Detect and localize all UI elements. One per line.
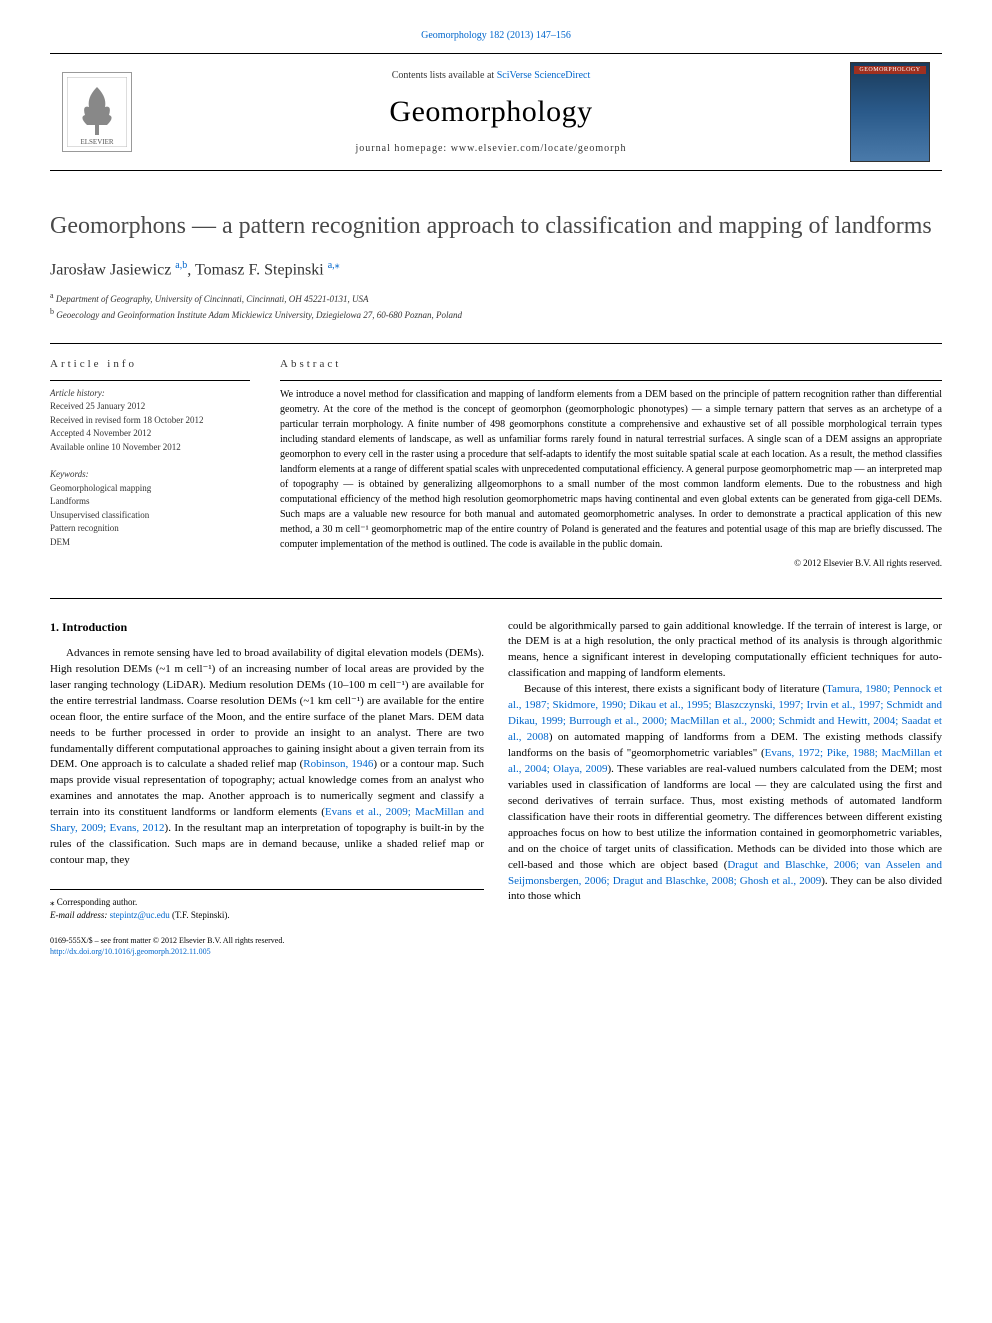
intro-para-1-cont: could be algorithmically parsed to gain … xyxy=(508,619,942,683)
section-heading-intro: 1. Introduction xyxy=(50,619,484,636)
article-info-label: article info xyxy=(50,358,250,370)
author-2-affil-link[interactable]: a, xyxy=(328,260,335,271)
elsevier-logo: ELSEVIER xyxy=(62,72,132,152)
journal-cover-thumbnail: GEOMORPHOLOGY xyxy=(850,62,930,162)
authors-line: Jarosław Jasiewicz a,b, Tomasz F. Stepin… xyxy=(50,260,942,279)
history-label: Article history: xyxy=(50,387,250,401)
corresponding-footer: ⁎ Corresponding author. E-mail address: … xyxy=(50,889,484,958)
history-online: Available online 10 November 2012 xyxy=(50,441,250,455)
article-history-block: Article history: Received 25 January 201… xyxy=(50,380,250,455)
affiliations: a Department of Geography, University of… xyxy=(50,290,942,323)
keyword-5: DEM xyxy=(50,536,250,550)
keywords-block: Keywords: Geomorphological mapping Landf… xyxy=(50,468,250,549)
intro-para-1: Advances in remote sensing have led to b… xyxy=(50,646,484,869)
citation-header: Geomorphology 182 (2013) 147–156 xyxy=(50,30,942,41)
corr-author-label: ⁎ Corresponding author. xyxy=(50,896,484,909)
info-abstract-row: article info Article history: Received 2… xyxy=(50,358,942,568)
affil-sup-a: a xyxy=(50,291,54,300)
contents-line: Contents lists available at SciVerse Sci… xyxy=(148,70,834,81)
footer-meta: 0169-555X/$ – see front matter © 2012 El… xyxy=(50,935,484,957)
corr-email-link[interactable]: stepintz@uc.edu xyxy=(110,910,170,920)
banner-center: Contents lists available at SciVerse Sci… xyxy=(148,70,834,154)
history-accepted: Accepted 4 November 2012 xyxy=(50,427,250,441)
body-col-right: could be algorithmically parsed to gain … xyxy=(508,619,942,958)
history-received: Received 25 January 2012 xyxy=(50,400,250,414)
body-col-left: 1. Introduction Advances in remote sensi… xyxy=(50,619,484,958)
body-columns: 1. Introduction Advances in remote sensi… xyxy=(50,598,942,958)
abstract-copyright: © 2012 Elsevier B.V. All rights reserved… xyxy=(280,558,942,568)
elsevier-tree-icon: ELSEVIER xyxy=(67,77,127,147)
keyword-4: Pattern recognition xyxy=(50,522,250,536)
journal-banner: ELSEVIER Contents lists available at Sci… xyxy=(50,53,942,171)
author-sep: , xyxy=(187,262,195,279)
affil-sup-b: b xyxy=(50,307,54,316)
ref-robinson[interactable]: Robinson, 1946 xyxy=(303,758,373,770)
article-title: Geomorphons — a pattern recognition appr… xyxy=(50,211,942,242)
email-label: E-mail address: xyxy=(50,910,107,920)
elsevier-label: ELSEVIER xyxy=(80,138,113,146)
affiliation-a: a Department of Geography, University of… xyxy=(50,290,942,307)
history-revised: Received in revised form 18 October 2012 xyxy=(50,414,250,428)
article-info-col: article info Article history: Received 2… xyxy=(50,358,250,568)
contents-prefix: Contents lists available at xyxy=(392,70,497,81)
journal-homepage: journal homepage: www.elsevier.com/locat… xyxy=(148,143,834,154)
affil-text-a: Department of Geography, University of C… xyxy=(56,294,369,304)
intro-para-2: Because of this interest, there exists a… xyxy=(508,682,942,905)
author-1-affil-link[interactable]: a,b xyxy=(175,260,187,271)
journal-name: Geomorphology xyxy=(148,95,834,129)
affil-text-b: Geoecology and Geoinformation Institute … xyxy=(56,310,462,320)
doi-link[interactable]: http://dx.doi.org/10.1016/j.geomorph.201… xyxy=(50,947,211,956)
author-2: Tomasz F. Stepinski xyxy=(195,262,324,279)
affiliation-b: b Geoecology and Geoinformation Institut… xyxy=(50,306,942,323)
abstract-label: abstract xyxy=(280,358,942,370)
corresponding-mark[interactable]: ⁎ xyxy=(335,260,340,271)
divider-top xyxy=(50,343,942,344)
intro-text-2c: ). These variables are real-valued numbe… xyxy=(508,763,942,871)
abstract-col: abstract We introduce a novel method for… xyxy=(280,358,942,568)
keyword-3: Unsupervised classification xyxy=(50,509,250,523)
issn-line: 0169-555X/$ – see front matter © 2012 El… xyxy=(50,935,484,946)
intro-text-2a: Because of this interest, there exists a… xyxy=(524,683,826,695)
intro-text-1a: Advances in remote sensing have led to b… xyxy=(50,647,484,771)
journal-cover-label: GEOMORPHOLOGY xyxy=(854,66,926,74)
author-1: Jarosław Jasiewicz xyxy=(50,262,171,279)
email-person: (T.F. Stepinski). xyxy=(172,910,230,920)
keyword-2: Landforms xyxy=(50,495,250,509)
corr-email-line: E-mail address: stepintz@uc.edu (T.F. St… xyxy=(50,909,484,922)
abstract-text: We introduce a novel method for classifi… xyxy=(280,380,942,552)
keywords-label: Keywords: xyxy=(50,468,250,482)
citation-link[interactable]: Geomorphology 182 (2013) 147–156 xyxy=(421,30,571,41)
sciencedirect-link[interactable]: SciVerse ScienceDirect xyxy=(497,70,591,81)
keyword-1: Geomorphological mapping xyxy=(50,482,250,496)
